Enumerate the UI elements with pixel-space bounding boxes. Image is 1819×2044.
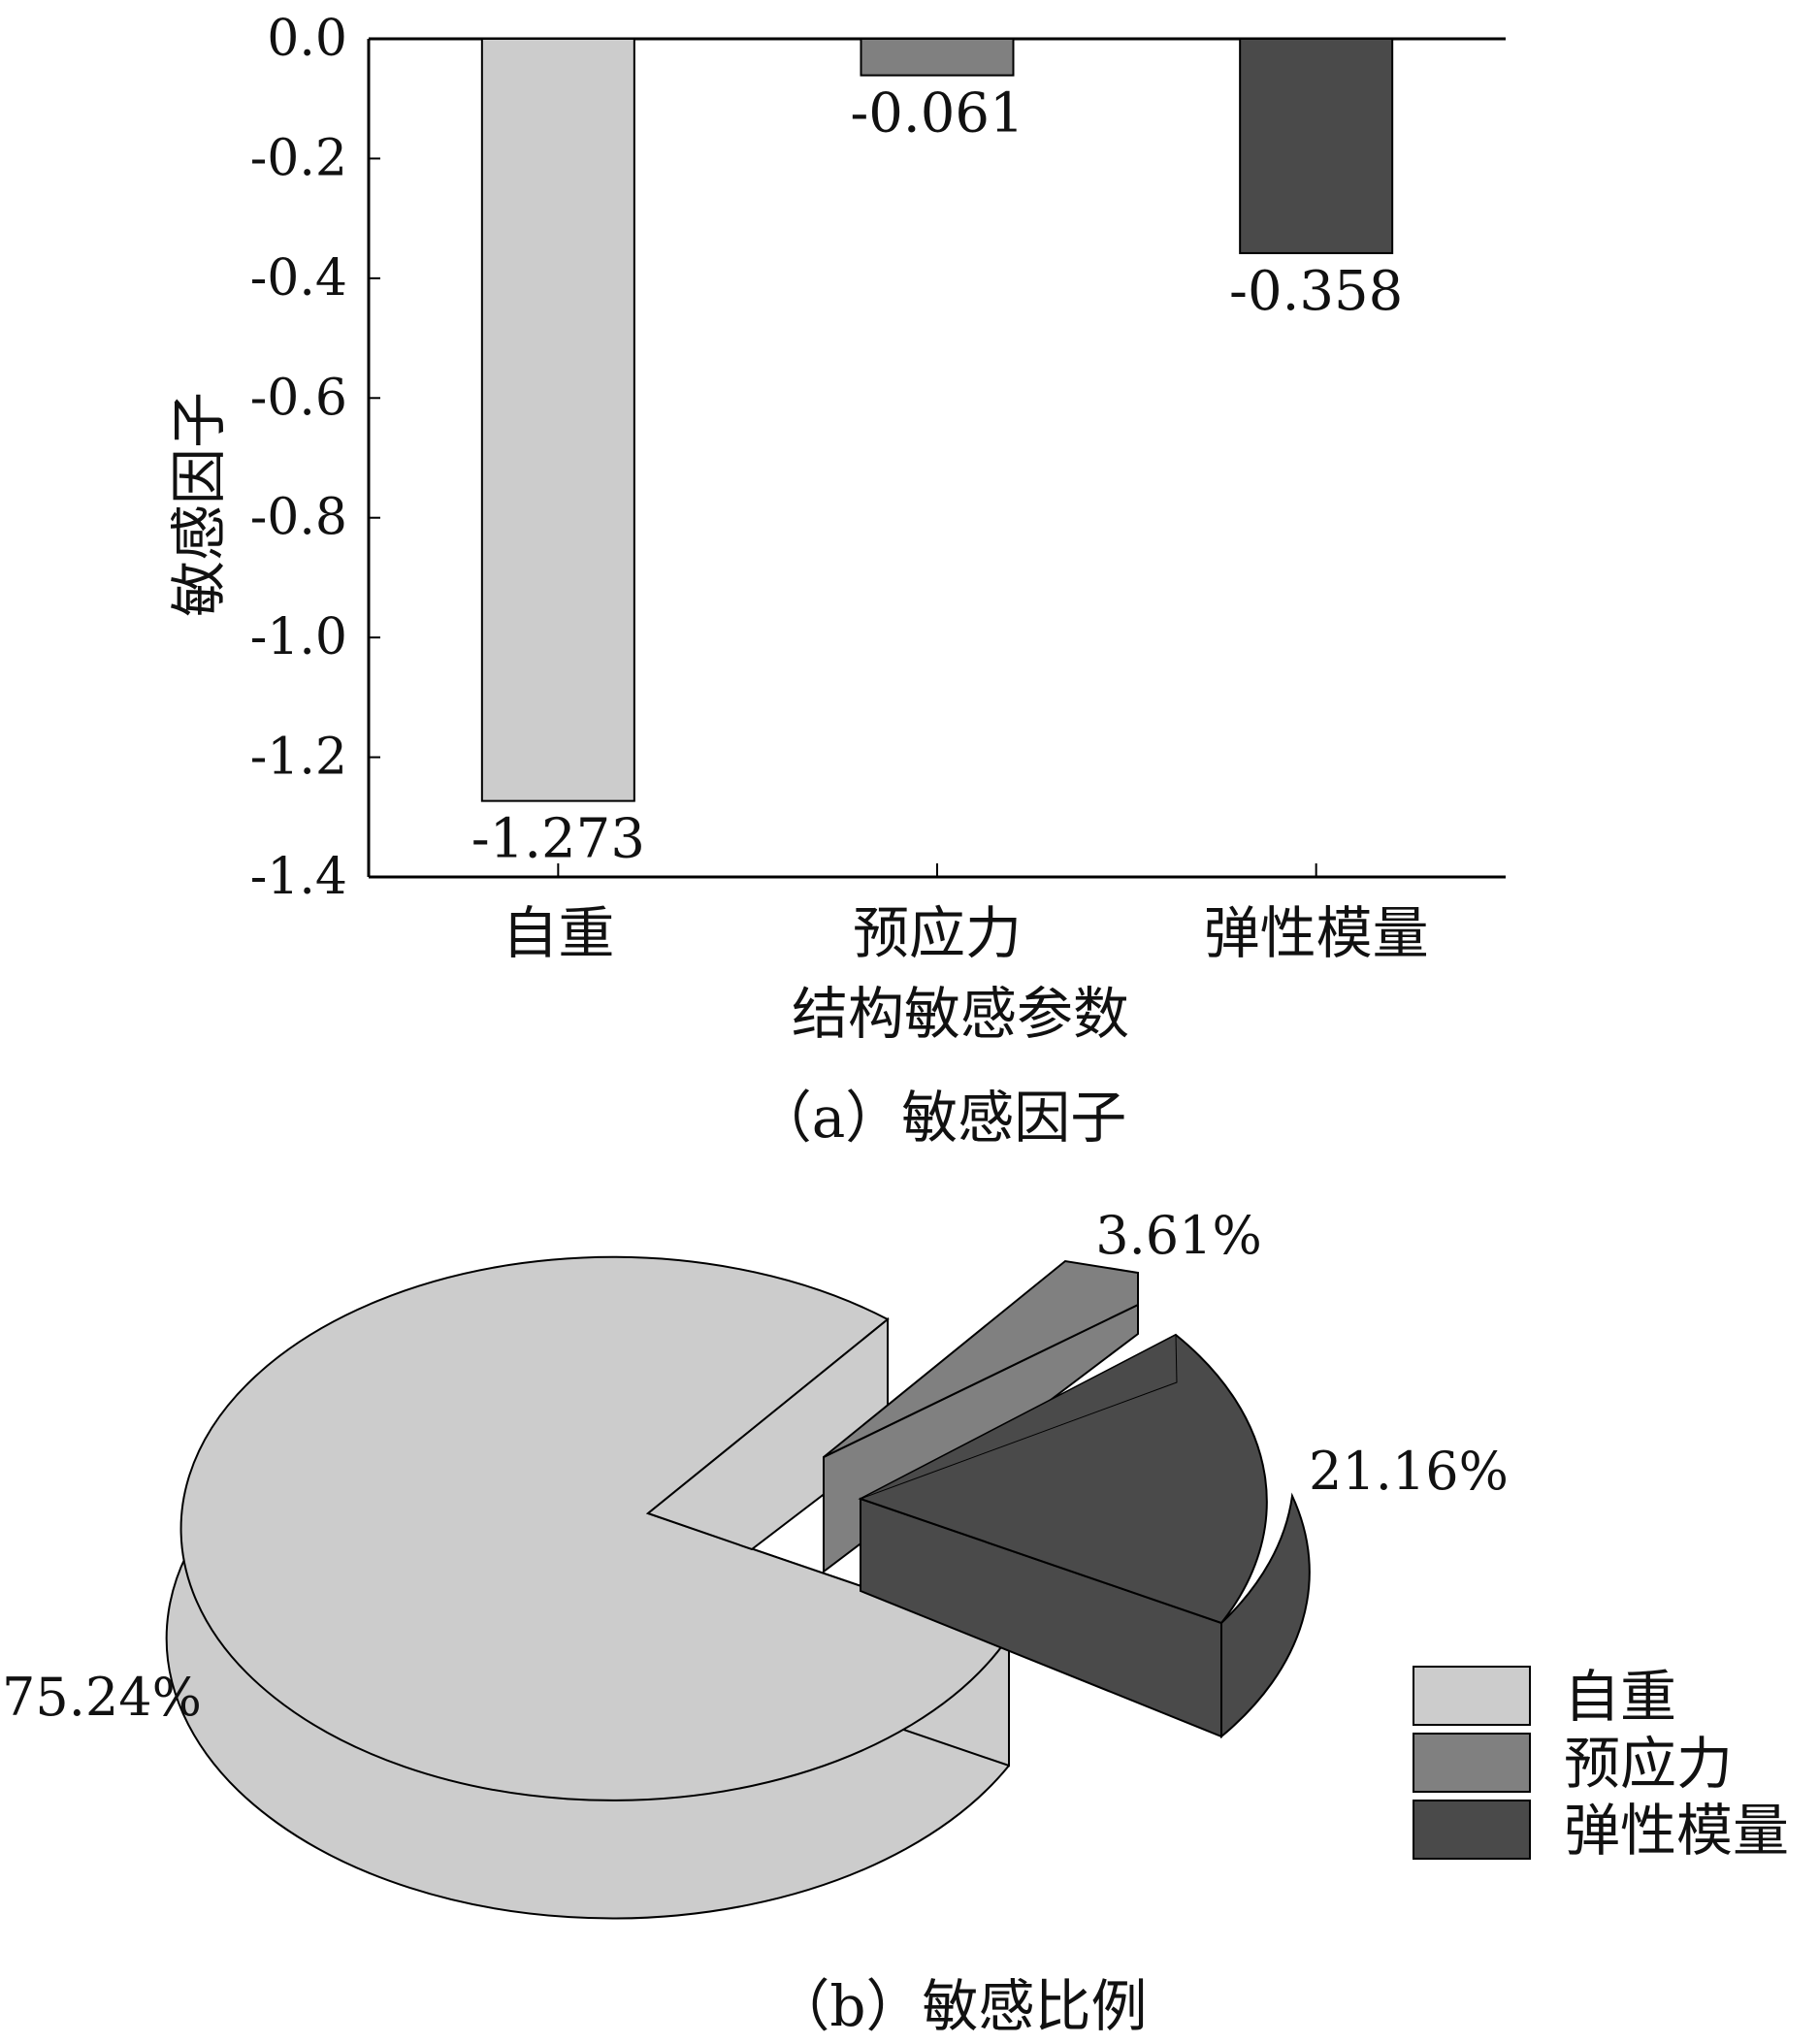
pie-slice-弹性模量 bbox=[858, 1333, 1311, 1739]
x-category-label: 预应力 bbox=[853, 900, 1022, 966]
x-categories: 自重 预应力 弹性模量 bbox=[502, 863, 1429, 966]
bar-弹性模量 bbox=[1239, 38, 1394, 254]
caption-a: （a）敏感因子 bbox=[756, 1085, 1127, 1151]
x-axis-title: 结构敏感参数 bbox=[792, 981, 1129, 1047]
y-tick-label: -0.2 bbox=[250, 129, 347, 187]
legend-label-弹性模量: 弹性模量 bbox=[1564, 1798, 1789, 1864]
legend-swatch-预应力 bbox=[1413, 1733, 1531, 1793]
bars: -1.273 -0.061 -0.358 bbox=[471, 38, 1403, 871]
pie-slice-自重 bbox=[165, 1255, 1011, 1920]
pie-label-弹性模量: 21.16% bbox=[1309, 1441, 1509, 1502]
bar-value-label: -0.061 bbox=[850, 82, 1023, 146]
legend-label-预应力: 预应力 bbox=[1564, 1731, 1733, 1797]
bar-预应力 bbox=[860, 38, 1015, 77]
pie-legend: 自重 预应力 弹性模量 bbox=[1413, 1664, 1789, 1864]
y-tick-label: -1.4 bbox=[250, 848, 347, 906]
y-ticks: 0.0 -0.2 -0.4 -0.6 -0.8 -1.0 -1.2 -1.4 bbox=[250, 10, 380, 906]
bar-chart: 0.0 -0.2 -0.4 -0.6 -0.8 -1.0 -1.2 -1.4 -1.273 -0… bbox=[166, 10, 1506, 1151]
y-tick-label: -0.8 bbox=[250, 489, 347, 547]
y-axis-title: 敏感因子 bbox=[166, 392, 232, 617]
bar-自重 bbox=[480, 38, 635, 802]
pie-chart: 75.24% 3.61% 21.16% 自重 预应力 弹性模量 （b）敏感比例 bbox=[2, 1205, 1789, 2039]
y-tick-label: -0.6 bbox=[250, 369, 347, 427]
legend-label-自重: 自重 bbox=[1564, 1664, 1676, 1730]
y-tick-label: 0.0 bbox=[267, 10, 347, 68]
pie-label-预应力: 3.61% bbox=[1095, 1205, 1262, 1266]
legend-swatch-自重 bbox=[1413, 1666, 1531, 1726]
bar-value-label: -1.273 bbox=[471, 808, 645, 871]
x-category-label: 弹性模量 bbox=[1204, 900, 1429, 966]
x-category-label: 自重 bbox=[502, 900, 614, 966]
legend-swatch-弹性模量 bbox=[1413, 1800, 1531, 1860]
pie-label-自重: 75.24% bbox=[2, 1667, 202, 1728]
y-tick-label: -0.4 bbox=[250, 249, 347, 308]
y-tick-label: -1.0 bbox=[250, 608, 347, 666]
bar-value-label: -0.358 bbox=[1229, 260, 1403, 323]
caption-b: （b）敏感比例 bbox=[773, 1973, 1147, 2039]
y-tick-label: -1.2 bbox=[250, 729, 347, 787]
